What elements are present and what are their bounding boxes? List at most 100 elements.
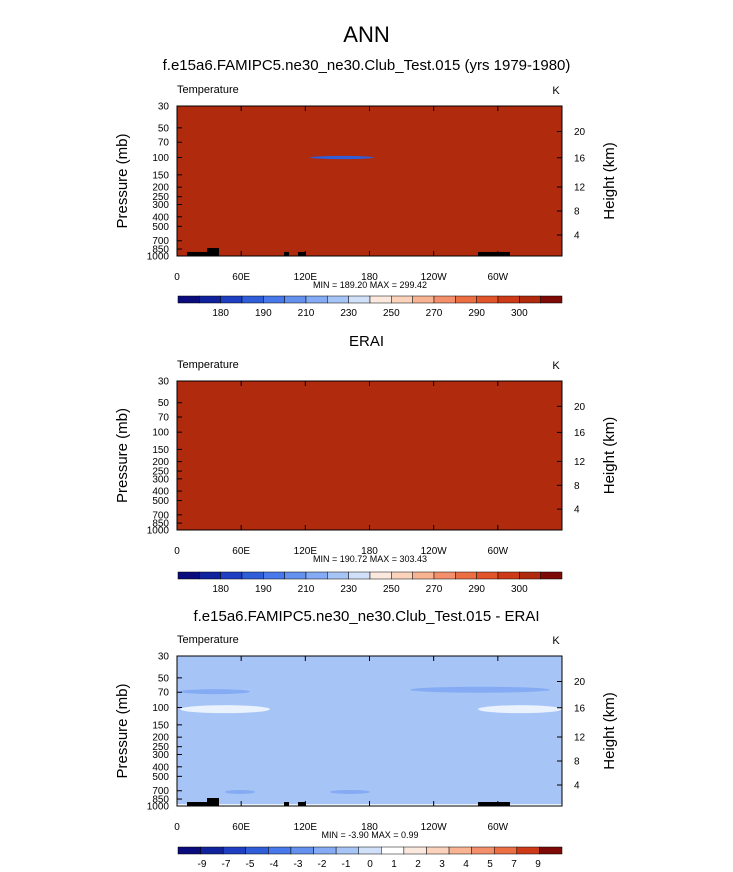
units-label: K bbox=[552, 635, 560, 647]
colorbar-label: 250 bbox=[383, 584, 400, 595]
colorbar-label: 0 bbox=[367, 859, 373, 870]
colorbar-swatch bbox=[327, 571, 349, 580]
y-tick-label: 250 bbox=[152, 192, 169, 203]
colorbar-label: 300 bbox=[511, 584, 528, 595]
colorbar-label: 290 bbox=[468, 308, 485, 319]
contour-band bbox=[177, 656, 562, 806]
colorbar-swatch bbox=[433, 571, 456, 580]
x-tick-label: 120E bbox=[294, 822, 318, 833]
y-tick-label: 850 bbox=[152, 795, 169, 806]
panel-2-title: ERAI bbox=[348, 333, 384, 350]
y-tick-label: 250 bbox=[152, 742, 169, 753]
x-tick-label: 0 bbox=[174, 822, 180, 833]
colorbar-label: -1 bbox=[342, 859, 351, 870]
colorbar-label: 1 bbox=[391, 859, 397, 870]
y-right-tick-label: 20 bbox=[574, 677, 586, 688]
colorbar-swatch bbox=[493, 846, 518, 855]
y-tick-label: 400 bbox=[152, 212, 169, 223]
colorbar-swatch bbox=[412, 295, 435, 304]
x-tick-label: 0 bbox=[174, 272, 180, 283]
colorbar-swatch bbox=[284, 295, 307, 304]
y-tick-label: 850 bbox=[152, 245, 169, 256]
figure-title: ANN bbox=[343, 22, 390, 47]
units-label: K bbox=[552, 85, 560, 97]
y-tick-label: 300 bbox=[152, 750, 169, 761]
y-tick-label: 50 bbox=[158, 398, 170, 409]
colorbar-label: -9 bbox=[198, 859, 207, 870]
y-right-tick-label: 4 bbox=[574, 505, 580, 516]
y-tick-label: 30 bbox=[158, 102, 170, 113]
y-right-tick-label: 8 bbox=[574, 481, 580, 492]
colorbar-swatch bbox=[284, 571, 307, 580]
y-right-axis-label: Height (km) bbox=[601, 142, 618, 220]
contour-lobe bbox=[225, 789, 255, 794]
colorbar-swatch bbox=[403, 846, 427, 855]
variable-label: Temperature bbox=[177, 634, 239, 646]
colorbar-label: 300 bbox=[511, 308, 528, 319]
panel-3-title: f.e15a6.FAMIPC5.ne30_ne30.Club_Test.015 … bbox=[193, 608, 540, 625]
x-tick-label: 120W bbox=[421, 546, 448, 557]
y-right-tick-label: 20 bbox=[574, 402, 586, 413]
panel-1-title: f.e15a6.FAMIPC5.ne30_ne30.Club_Test.015 … bbox=[162, 57, 571, 74]
y-axis-label: Pressure (mb) bbox=[114, 683, 131, 778]
stats-label: MIN = 190.72 MAX = 303.43 bbox=[313, 554, 427, 564]
topography-mask bbox=[207, 248, 219, 256]
colorbar-label: 4 bbox=[463, 859, 469, 870]
colorbar-label: -2 bbox=[318, 859, 327, 870]
x-tick-label: 180 bbox=[361, 546, 378, 557]
y-tick-label: 700 bbox=[152, 786, 169, 797]
colorbar-swatch bbox=[433, 295, 456, 304]
colorbar-swatch bbox=[448, 846, 472, 855]
colorbar-swatch bbox=[426, 846, 450, 855]
y-tick-label: 1000 bbox=[147, 526, 170, 537]
colorbar-swatch bbox=[305, 571, 328, 580]
y-tick-label: 700 bbox=[152, 236, 169, 247]
x-tick-label: 180 bbox=[361, 272, 378, 283]
colorbar-swatch bbox=[199, 295, 221, 304]
topography-mask bbox=[478, 252, 510, 256]
x-tick-label: 120E bbox=[294, 272, 318, 283]
colorbar-swatch bbox=[220, 571, 243, 580]
y-tick-label: 1000 bbox=[147, 802, 170, 813]
y-right-tick-label: 8 bbox=[574, 757, 580, 768]
contour-band bbox=[177, 106, 562, 256]
y-tick-label: 50 bbox=[158, 673, 170, 684]
colorbar-label: -3 bbox=[294, 859, 303, 870]
colorbar: -9 -7 -5 -4 -3 -2 -1 0 1 2 3 4 5 7 9 bbox=[177, 846, 563, 870]
colorbar-swatch bbox=[539, 846, 563, 855]
y-tick-label: 150 bbox=[152, 170, 169, 181]
y-tick-label: 300 bbox=[152, 474, 169, 485]
colorbar-swatch bbox=[200, 846, 224, 855]
panel-2: 3050701001502002503004005007008501000201… bbox=[114, 359, 618, 595]
colorbar-swatch bbox=[497, 571, 520, 580]
contour-lobe bbox=[410, 686, 550, 693]
y-tick-label: 70 bbox=[158, 413, 170, 424]
y-right-tick-label: 16 bbox=[574, 153, 586, 164]
contour-lobe bbox=[180, 705, 270, 714]
topography-mask bbox=[298, 252, 306, 256]
colorbar-swatch bbox=[412, 571, 435, 580]
y-tick-label: 400 bbox=[152, 487, 169, 498]
colorbar-label: 270 bbox=[426, 308, 443, 319]
colorbar-swatch bbox=[290, 846, 314, 855]
y-tick-label: 500 bbox=[152, 772, 169, 783]
x-tick-label: 0 bbox=[174, 546, 180, 557]
colorbar-swatch bbox=[241, 295, 264, 304]
colorbar-label: 230 bbox=[340, 308, 357, 319]
y-tick-label: 150 bbox=[152, 720, 169, 731]
y-right-axis-label: Height (km) bbox=[601, 417, 618, 495]
y-right-tick-label: 4 bbox=[574, 781, 580, 792]
x-tick-label: 120W bbox=[421, 272, 448, 283]
y-tick-label: 30 bbox=[158, 377, 170, 388]
y-right-tick-label: 12 bbox=[574, 733, 586, 744]
contour-lobe bbox=[310, 155, 374, 160]
x-tick-label: 60E bbox=[232, 546, 250, 557]
contour-lobe bbox=[180, 689, 250, 695]
topography-mask bbox=[478, 802, 510, 806]
colorbar-label: 2 bbox=[415, 859, 421, 870]
y-tick-label: 150 bbox=[152, 445, 169, 456]
colorbar-label: 5 bbox=[487, 859, 493, 870]
colorbar-label: -7 bbox=[222, 859, 231, 870]
colorbar-label: 210 bbox=[298, 308, 315, 319]
